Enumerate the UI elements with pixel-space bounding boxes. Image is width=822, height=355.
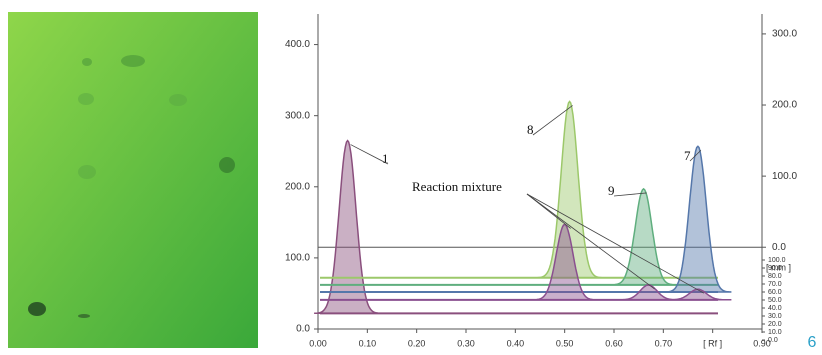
mm-tick-label: 90.0 [768,265,782,272]
mm-tick-label: 20.0 [768,321,782,328]
plate-photo [8,12,258,348]
x-tick-label: [ Rf ] [703,338,722,348]
spot [121,55,145,67]
mm-tick-label: 80.0 [768,273,782,280]
x-tick-label: 0.50 [556,338,574,348]
spot [219,157,235,173]
peak [314,139,382,315]
y2-tick-label: 200.0 [772,100,797,111]
x-tick-label: 0.30 [457,338,475,348]
leader-line [526,193,705,294]
y2-tick-label: 300.0 [772,29,797,40]
series-label: 7 [684,148,691,163]
mm-tick-label: 30.0 [768,313,782,320]
spot [28,302,46,316]
x-tick-label: 0.60 [605,338,623,348]
mm-tick-label: 50.0 [768,297,782,304]
peak [610,187,678,286]
peak [664,145,732,293]
mm-label: [ mm ] [766,262,791,272]
spot [78,165,96,179]
y-tick-label: 200.0 [285,181,310,192]
y-tick-label: 0.0 [296,324,310,335]
series-label: 9 [608,183,615,198]
mm-tick-label: 60.0 [768,289,782,296]
x-tick-label: 0.00 [309,338,327,348]
peak [664,288,732,301]
y-tick-label: 400.0 [285,39,310,50]
leader-line [613,192,647,197]
mm-tick-label: 100.0 [768,257,786,264]
leader-line [526,193,655,290]
y-tick-label: 100.0 [285,253,310,264]
leader-line [689,149,702,162]
mm-tick-label: 0.0 [768,337,778,344]
x-tick-label: 0.10 [359,338,377,348]
peak [536,100,604,279]
tlc-plate [8,12,258,348]
x-tick-label: 0.90 [753,338,771,348]
mm-tick-label: 40.0 [768,305,782,312]
series-label: Reaction mixture [412,179,502,194]
spot [78,314,90,318]
x-tick-label: 0.70 [655,338,673,348]
y2-tick-label: 100.0 [772,171,797,182]
spot [169,94,187,106]
peak [531,223,599,301]
leader-line [532,105,573,136]
x-tick-label: 0.20 [408,338,426,348]
series-label: 8 [527,122,534,137]
leader-line [350,144,389,165]
mm-tick-label: 70.0 [768,281,782,288]
mm-tick-label: 10.0 [768,329,782,336]
y-tick-label: 300.0 [285,110,310,121]
series-label: 1 [382,151,389,166]
x-tick-label: 0.40 [507,338,525,348]
spot [78,93,94,105]
figure-number: 6 [808,334,817,350]
y2-tick-label: 0.0 [772,242,786,253]
spot [82,58,92,66]
